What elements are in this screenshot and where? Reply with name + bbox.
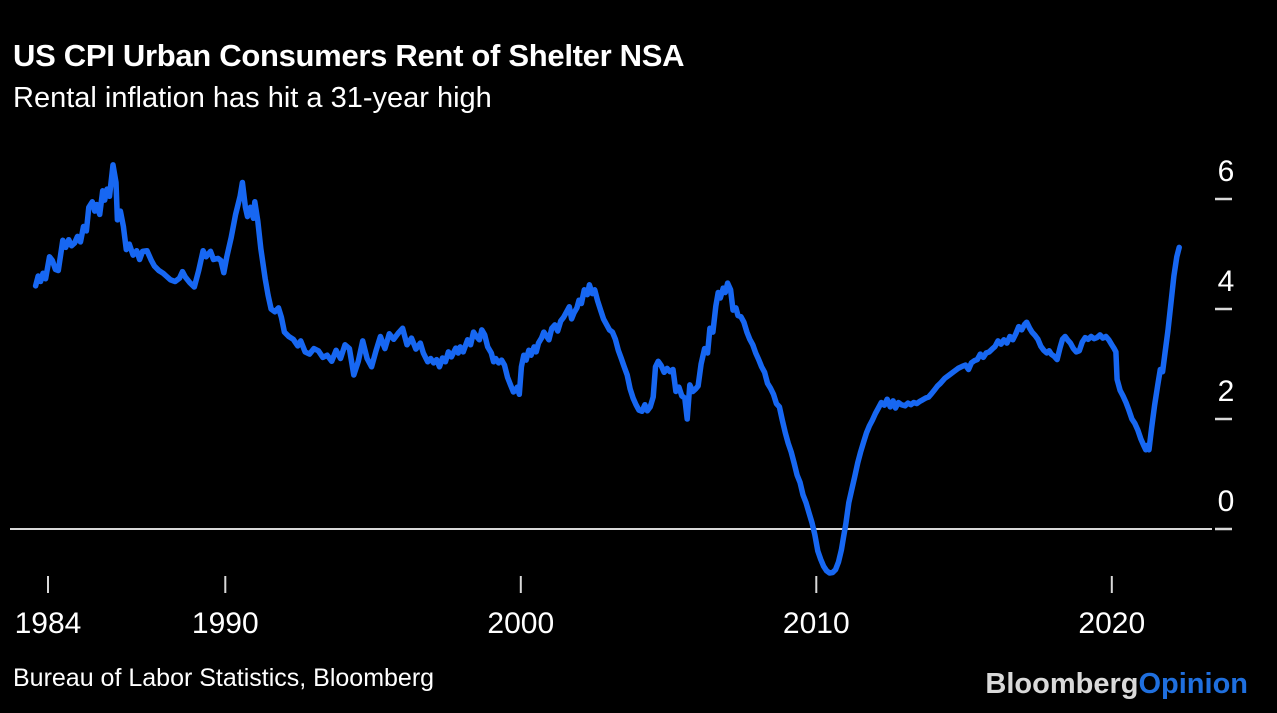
y-axis-label: 4 — [1217, 265, 1235, 298]
y-axis-label: 6 — [1217, 155, 1235, 188]
logo-brand: Bloomberg — [985, 668, 1139, 700]
y-axis-label: 2 — [1217, 375, 1235, 408]
chart-title: US CPI Urban Consumers Rent of Shelter N… — [13, 38, 685, 73]
x-axis-label: 2020 — [1078, 607, 1146, 640]
y-axis-label: 0 — [1217, 485, 1235, 518]
source-attribution: Bureau of Labor Statistics, Bloomberg — [13, 664, 435, 692]
x-axis-ticks — [47, 576, 1113, 593]
y-axis-ticks — [1215, 197, 1232, 531]
rent-inflation-line — [32, 162, 1182, 576]
x-axis-label: 1984 — [14, 607, 82, 640]
x-axis-label: 1990 — [191, 607, 259, 640]
chart-subtitle: Rental inflation has hit a 31-year high — [13, 82, 492, 114]
x-axis-label: 2010 — [782, 607, 850, 640]
logo-division: Opinion — [1138, 668, 1248, 700]
x-axis-label: 2000 — [487, 607, 555, 640]
bloomberg-opinion-logo: BloombergOpinion — [985, 668, 1248, 701]
